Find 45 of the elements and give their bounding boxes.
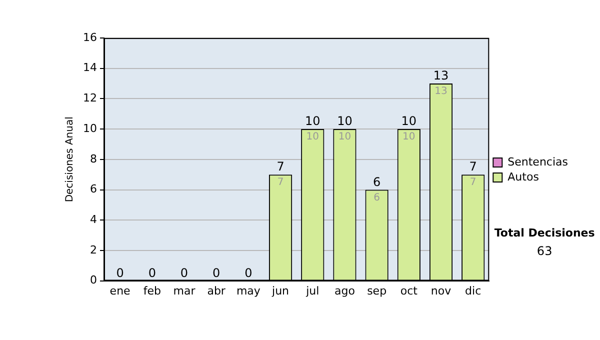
x-tick-label: ene (110, 284, 131, 298)
legend-label: Sentencias (508, 155, 568, 168)
total-label: 10 (337, 114, 352, 128)
total-label: 7 (469, 160, 477, 174)
total-label: 0 (180, 266, 188, 280)
y-tick-label: 16 (82, 30, 97, 44)
total-label: 0 (244, 266, 252, 280)
data-label: 10 (402, 132, 416, 143)
data-label: 6 (374, 192, 380, 204)
x-tick-label: ago (334, 284, 356, 298)
x-tick-label: sep (367, 284, 387, 298)
y-tick-label: 10 (82, 122, 97, 135)
y-tick-label: 14 (82, 61, 97, 74)
total-label: 6 (372, 174, 381, 189)
y-tick-label: 4 (90, 212, 97, 226)
y-tick-label: 2 (90, 243, 97, 256)
x-tick-label: nov (430, 284, 452, 298)
y-axis-title: Decisiones Anual (64, 116, 76, 202)
x-tick-label: jul (305, 284, 320, 298)
data-label: 10 (306, 132, 319, 143)
total-label: 13 (433, 68, 449, 83)
data-label: 7 (277, 177, 284, 188)
y-tick-label: 6 (90, 182, 97, 196)
x-tick-label: jun (271, 284, 290, 298)
data-label: 7 (470, 177, 476, 188)
text: Total Decisiones (494, 226, 596, 240)
data-label: 13 (434, 86, 448, 98)
y-tick-label: 12 (82, 92, 97, 105)
total-label: 7 (276, 160, 284, 174)
x-tick-label: dic (465, 284, 482, 298)
total-label: 0 (116, 266, 124, 280)
x-tick-label: oct (400, 284, 418, 298)
x-tick-label: may (236, 284, 261, 298)
total-label: 10 (401, 114, 417, 128)
x-tick-label: abr (207, 284, 226, 298)
total-label: 0 (148, 266, 156, 280)
total-label: 0 (212, 266, 220, 280)
y-tick-label: 0 (90, 274, 97, 287)
legend-label: Autos (508, 170, 540, 184)
x-tick-label: feb (143, 284, 161, 298)
x-tick-label: mar (173, 284, 196, 298)
y-tick-label: 8 (90, 152, 97, 166)
text: 63 (536, 244, 552, 258)
total-label: 10 (304, 114, 320, 128)
data-label: 10 (338, 132, 352, 143)
